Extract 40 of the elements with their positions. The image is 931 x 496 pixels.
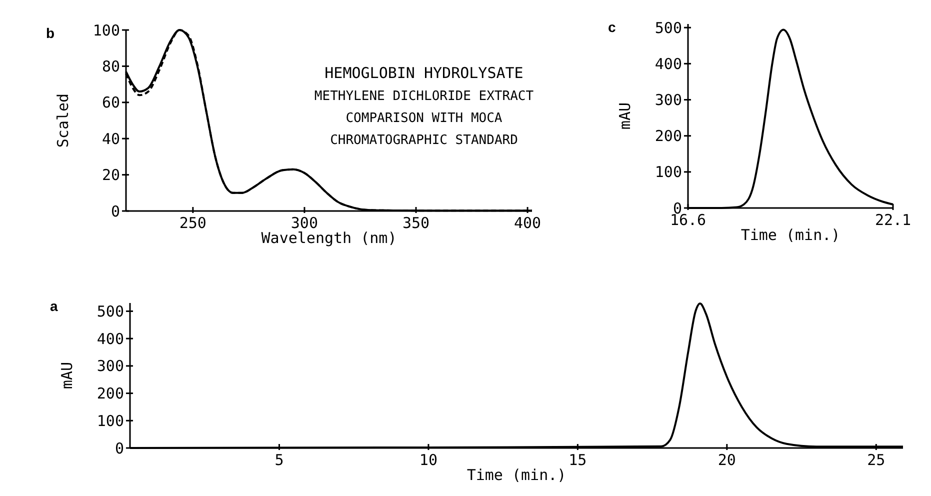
y-axis-title: mAU [616, 102, 634, 130]
chart-title: c [608, 19, 616, 35]
y-tick-label: 40 [102, 130, 120, 148]
x-axis-title: Time (min.) [740, 226, 840, 244]
y-tick-label: 200 [654, 127, 682, 146]
y-tick-label: 100 [96, 412, 124, 430]
annotation: COMPARISON WITH MOCA [346, 111, 502, 126]
x-tick-label: 15 [568, 451, 587, 469]
y-tick-label: 100 [92, 21, 120, 40]
y-tick-label: 80 [102, 57, 120, 76]
y-tick-label: 0 [110, 202, 120, 220]
annotation: CHROMATOGRAPHIC STANDARD [330, 133, 518, 148]
y-tick-label: 500 [654, 18, 682, 37]
chart-title: b [46, 25, 55, 41]
x-axis-title: Time (min.) [466, 466, 566, 484]
x-tick-label: 5 [274, 451, 284, 469]
y-tick-label: 0 [114, 439, 124, 458]
y-tick-label: 200 [96, 384, 124, 403]
x-tick-label: 300 [290, 214, 318, 232]
y-axis-title: mAU [58, 362, 76, 390]
x-tick-label: 22.1 [874, 211, 912, 229]
y-tick-label: 400 [96, 330, 124, 348]
x-tick-label: 250 [179, 214, 206, 232]
chart-title: a [50, 298, 58, 314]
y-tick-label: 20 [102, 166, 120, 184]
annotation: METHYLENE DICHLORIDE EXTRACT [314, 89, 534, 104]
y-tick-label: 500 [96, 302, 124, 320]
y-axis-title: Scaled [54, 93, 72, 148]
y-tick-label: 60 [102, 94, 120, 112]
y-tick-label: 300 [96, 357, 124, 376]
x-tick-label: 350 [402, 214, 430, 232]
x-tick-label: 20 [718, 451, 736, 469]
x-tick-label: 25 [867, 451, 886, 469]
x-tick-label: 10 [419, 451, 438, 469]
annotation: HEMOGLOBIN HYDROLYSATE [324, 64, 524, 82]
y-tick-label: 400 [654, 54, 682, 73]
x-axis-title: Wavelength (nm) [261, 229, 397, 247]
y-tick-label: 300 [654, 91, 682, 110]
y-tick-label: 100 [654, 163, 682, 182]
x-tick-label: 400 [514, 214, 542, 232]
